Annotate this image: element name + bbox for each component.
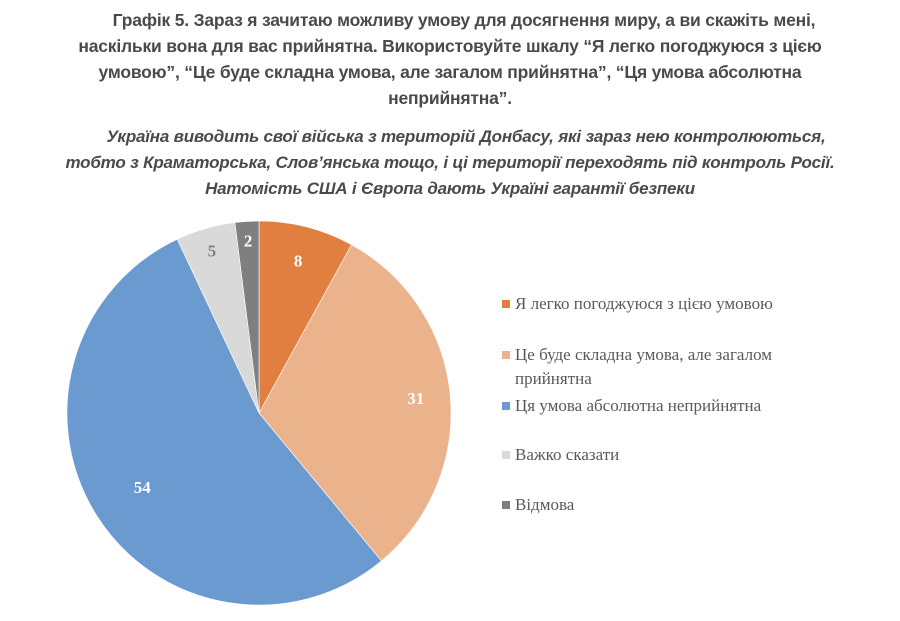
legend-marker-icon [502,402,510,410]
chart-title: Графік 5. Зараз я зачитаю можливу умову … [20,7,880,111]
chart-subtitle-line-2: тобто з Краматорська, Слов’янська тощо, … [65,153,835,172]
pie-slice-refusal [234,220,260,414]
chart-title-line-3: умовою”, “Це буде складна умова, але заг… [98,62,802,82]
data-label-easily-agree: 8 [294,252,303,271]
legend-marker-icon [502,451,510,459]
chart-subtitle-line-1: Україна виводить свої війська з територі… [106,127,826,146]
pie-slice-absolutely-unacceptable [66,238,382,606]
legend-marker-icon [502,351,510,359]
legend-item-refusal: Відмова [502,493,862,517]
pie-slice-easily-agree [258,220,352,414]
legend-item-absolutely-unacceptable: Ця умова абсолютна неприйнятна [502,394,862,418]
data-label-absolutely-unacceptable: 54 [134,478,152,497]
data-label-refusal: 2 [244,232,253,251]
legend-label: Важко сказати [515,445,620,464]
legend-label: Ця умова абсолютна неприйнятна [515,396,762,415]
chart-subtitle: Україна виводить свої війська з територі… [0,124,900,202]
data-label-difficult-but-acceptable: 31 [407,389,424,408]
chart-title-line-4: неприйнятна”. [388,88,512,108]
legend-label-line-2: прийнятна [515,369,592,388]
chart-subtitle-line-3: Натомість США і Європа дають Україні гар… [205,179,695,198]
legend-label: Я легко погоджуюся з цією умовою [515,294,773,313]
chart-title-line-2: наскільки вона для вас прийнятна. Викори… [78,36,822,56]
legend-marker-icon [502,501,510,509]
legend-item-hard-to-say: Важко сказати [502,443,862,467]
legend-label: Відмова [515,495,575,514]
legend-marker-icon [502,300,510,308]
legend-label: Це буде складна умова, але загалом [515,345,773,364]
chart-title-line-1: Графік 5. Зараз я зачитаю можливу умову … [112,10,816,30]
legend-item-difficult-but-acceptable: Це буде складна умова, але загалом прийн… [502,343,862,391]
data-label-hard-to-say: 5 [208,242,217,261]
pie-slice-difficult-but-acceptable [258,244,452,562]
legend-item-easily-agree: Я легко погоджуюся з цією умовою [502,292,862,316]
